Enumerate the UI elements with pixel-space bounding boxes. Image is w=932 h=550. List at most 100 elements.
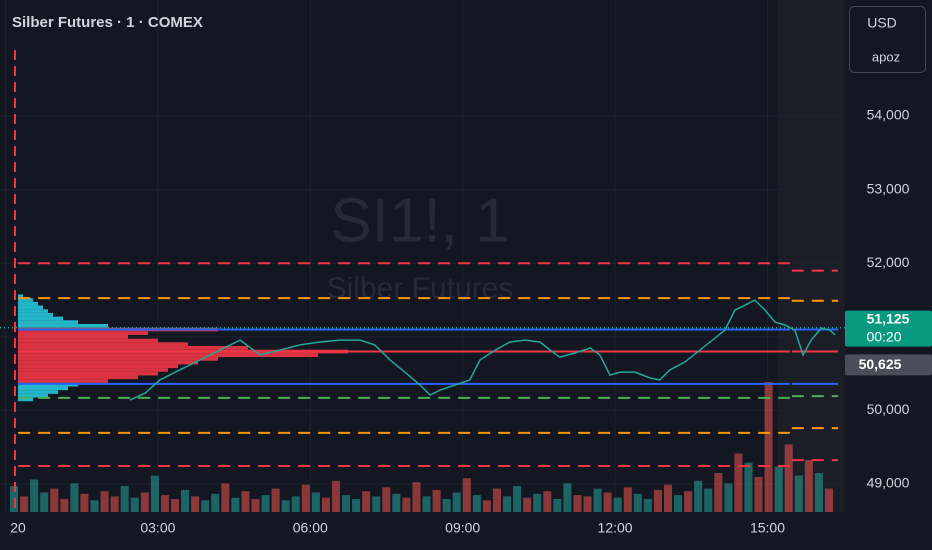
profile-bar [18, 397, 33, 402]
marker-price-box [845, 354, 932, 376]
volume-bar [211, 493, 220, 512]
x-tick-label: 03:00 [140, 520, 175, 536]
profile-bar [18, 323, 108, 328]
last-price-label: 51,125 [867, 310, 910, 326]
profile-bar [18, 353, 318, 358]
profile-bar [18, 309, 48, 313]
volume-bar [50, 488, 59, 512]
volume-bar [714, 473, 723, 512]
volume-bar [774, 466, 783, 512]
volume-bar [462, 478, 471, 512]
profile-bar [18, 371, 158, 376]
volume-bar [824, 488, 833, 512]
volume-bar [613, 497, 622, 512]
volume-bar [724, 483, 733, 512]
profile-bar [18, 294, 23, 299]
volume-bar [472, 495, 481, 512]
volume-bar [352, 499, 361, 512]
profile-bar [18, 305, 43, 310]
volume-bar [684, 491, 693, 512]
volume-bar [553, 499, 562, 512]
volume-bar [382, 487, 391, 512]
volume-bar [734, 453, 743, 512]
countdown: 00:20 [866, 328, 901, 344]
volume-bar [754, 476, 763, 512]
marker-price-label: 50,625 [859, 356, 902, 372]
profile-bar [18, 342, 188, 347]
volume-bar [60, 499, 69, 512]
volume-bar [100, 491, 109, 512]
volume-bar [704, 488, 713, 512]
y-tick-label: 50,000 [867, 401, 910, 417]
y-tick-label: 49,000 [867, 475, 910, 491]
volume-bar [70, 483, 79, 512]
volume-bar [764, 382, 773, 512]
volume-bar [120, 486, 129, 512]
profile-bar [18, 298, 33, 302]
profile-bar [18, 346, 248, 350]
volume-bar [452, 492, 461, 512]
volume-bar [140, 492, 149, 512]
volume-bar [653, 489, 662, 512]
volume-bar [573, 495, 582, 512]
volume-bar [160, 495, 169, 512]
volume-bar [362, 491, 371, 512]
volume-bar [502, 496, 512, 512]
profile-bar [18, 301, 38, 306]
volume-bar [794, 475, 803, 512]
y-tick-label: 53,000 [867, 180, 910, 196]
volume-bar [90, 500, 99, 512]
volume-bar [402, 497, 411, 512]
volume-bar [130, 497, 139, 512]
volume-bar [231, 497, 240, 512]
session-shade [778, 0, 845, 512]
volume-bar [744, 462, 753, 512]
profile-bar [18, 390, 58, 394]
profile-bar [18, 320, 78, 324]
watermark: SI1!, 1 [330, 186, 509, 255]
grid [0, 0, 845, 512]
y-tick-label: 52,000 [867, 254, 910, 270]
profile-bar [18, 368, 168, 372]
profile-bar [18, 331, 148, 335]
volume-bar [221, 483, 230, 512]
volume-bar [241, 491, 250, 512]
profile-bar [18, 386, 68, 391]
volume-bar [301, 484, 310, 512]
price-axis [845, 0, 932, 550]
last-price-box [845, 310, 932, 347]
volume-bar [321, 497, 330, 512]
volume-bar [20, 496, 29, 512]
volume-bar [110, 496, 119, 512]
volume-bar [563, 483, 572, 512]
volume-bar [331, 480, 341, 512]
volume-bar [372, 496, 381, 512]
time-axis [0, 512, 932, 550]
volume-bar [623, 487, 632, 512]
volume-bar [191, 496, 200, 512]
volume-bar [412, 482, 421, 512]
volume-bar [271, 488, 280, 512]
currency: USD [867, 15, 897, 31]
x-tick-label: 06:00 [293, 520, 328, 536]
volume-bar [181, 489, 190, 512]
currency-button[interactable] [849, 6, 926, 73]
y-tick-label: 54,000 [867, 107, 910, 123]
volume-bar [80, 493, 89, 512]
profile-bar [18, 360, 198, 365]
volume-bar [150, 475, 159, 512]
volume-bar [281, 500, 290, 512]
volume-bar [251, 499, 260, 512]
volume-bar [492, 488, 501, 512]
profile-bar [18, 375, 138, 380]
volume-bar [674, 495, 683, 512]
volume-bar [583, 496, 592, 512]
volume-bar [442, 499, 451, 512]
unit: apoz [872, 49, 900, 64]
volume-bar [291, 496, 300, 512]
volume-bar [261, 495, 270, 512]
profile-bar [18, 334, 128, 339]
volume-bar [392, 493, 401, 512]
